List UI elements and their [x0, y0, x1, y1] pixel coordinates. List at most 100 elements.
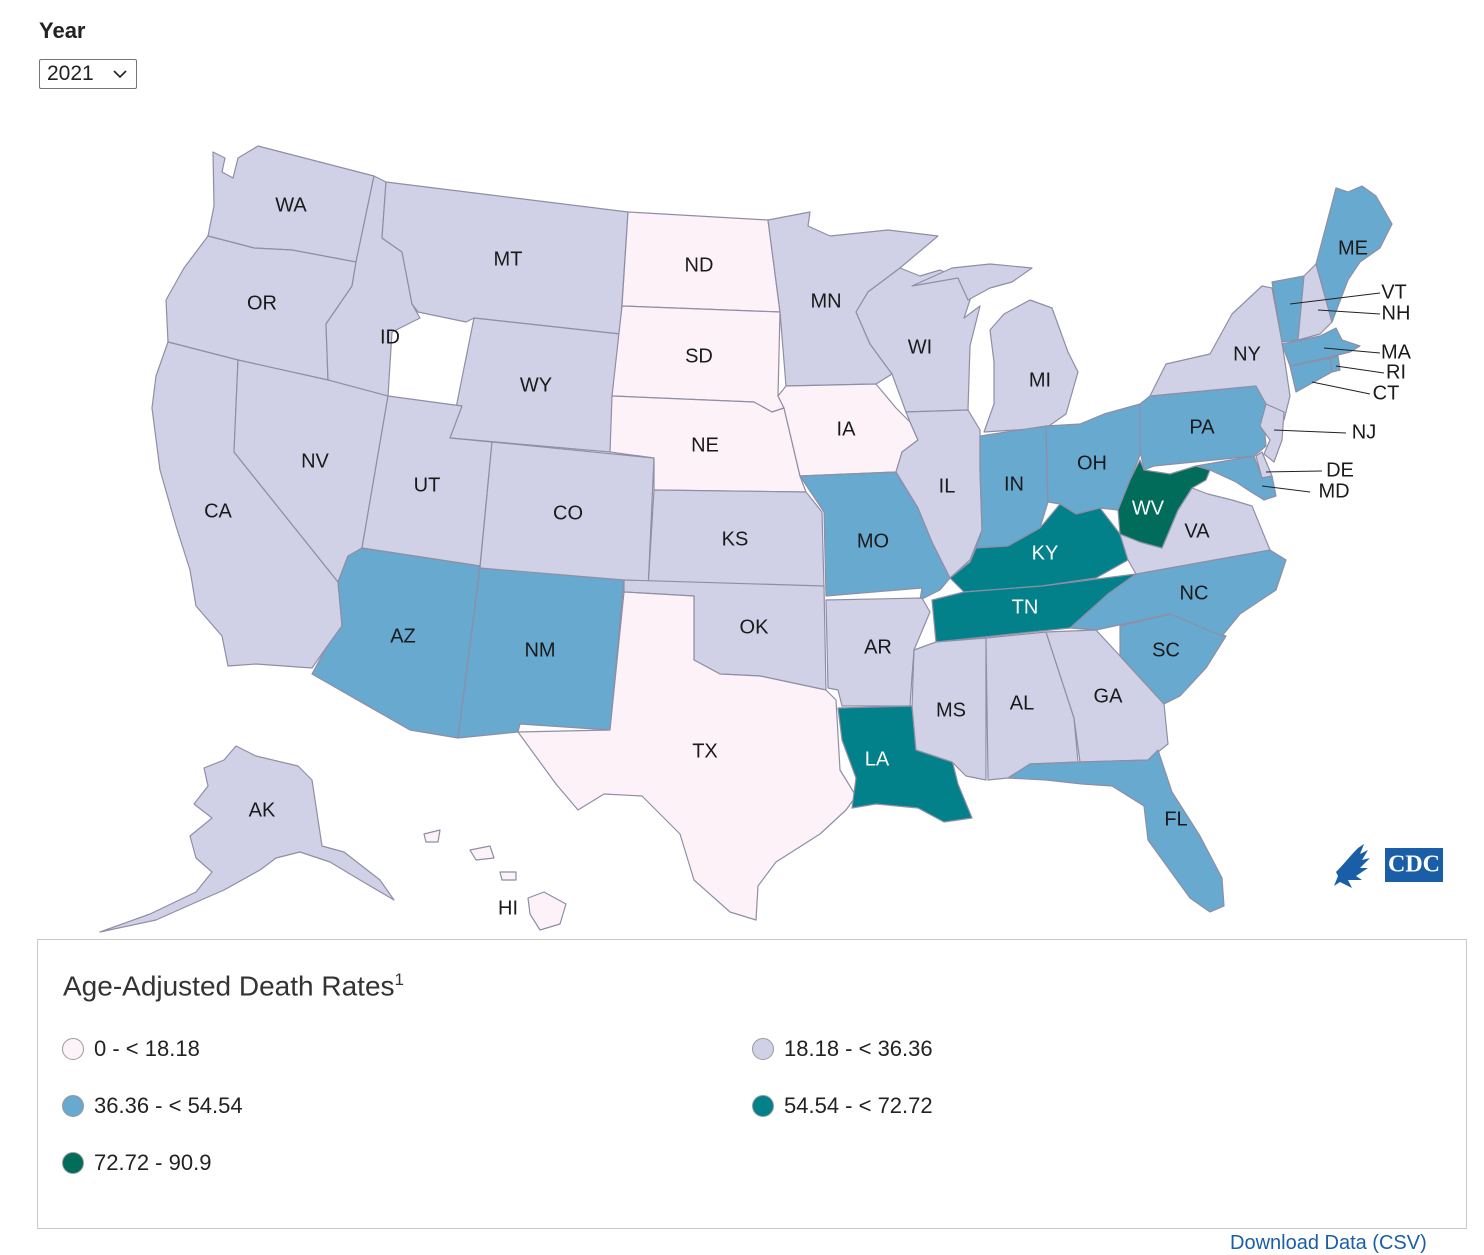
state-label-la: LA — [865, 748, 890, 770]
state-hi[interactable] — [423, 829, 567, 931]
year-select[interactable]: 2021 — [39, 59, 137, 89]
legend-item-label: 18.18 - < 36.36 — [784, 1036, 933, 1061]
state-label-in: IN — [1004, 473, 1024, 495]
state-label-ia: IA — [837, 418, 857, 440]
legend-swatch — [62, 1038, 84, 1060]
state-label-nj: NJ — [1352, 421, 1376, 443]
state-label-ar: AR — [864, 636, 892, 658]
state-label-wi: WI — [908, 336, 932, 358]
state-label-mi: MI — [1029, 369, 1051, 391]
state-label-wv: WV — [1132, 497, 1165, 519]
state-nh[interactable] — [1297, 263, 1333, 341]
state-label-ut: UT — [414, 474, 441, 496]
legend-panel: Age-Adjusted Death Rates1 0 - < 18.18 18… — [37, 939, 1467, 1229]
state-md[interactable] — [1195, 455, 1277, 501]
state-label-mo: MO — [857, 530, 889, 552]
state-label-ma: MA — [1381, 341, 1412, 363]
legend-item-class-1: 18.18 - < 36.36 — [752, 1036, 933, 1062]
svg-text:CDC: CDC — [1388, 852, 1440, 878]
state-label-fl: FL — [1164, 808, 1187, 830]
legend-swatch — [752, 1095, 774, 1117]
state-label-nc: NC — [1180, 582, 1209, 604]
state-label-ak: AK — [249, 799, 276, 821]
state-label-ky: KY — [1032, 542, 1059, 564]
state-ks[interactable] — [647, 489, 825, 589]
callout-line-ri — [1335, 365, 1385, 374]
state-label-oh: OH — [1077, 452, 1107, 474]
state-label-va: VA — [1184, 520, 1210, 542]
state-label-vt: VT — [1381, 281, 1407, 303]
state-label-nv: NV — [301, 450, 329, 472]
state-label-ks: KS — [722, 528, 749, 550]
state-ms[interactable] — [911, 637, 987, 781]
us-choropleth-map: WA OR CA ID NV MT WY UT AZ CO NM ND SD NE KS OK TX MN IA MO… — [99, 145, 1443, 933]
legend-swatch — [62, 1095, 84, 1117]
state-label-pa: PA — [1189, 416, 1215, 438]
state-label-az: AZ — [390, 625, 416, 647]
legend-footnote-mark: 1 — [394, 970, 404, 989]
state-label-ms: MS — [936, 699, 966, 721]
callout-line-ct — [1311, 381, 1371, 395]
state-tx[interactable] — [517, 591, 857, 921]
state-wv[interactable] — [1117, 459, 1211, 549]
state-label-tn: TN — [1012, 596, 1039, 618]
state-label-ne: NE — [691, 434, 719, 456]
year-label: Year — [39, 18, 86, 43]
state-label-sc: SC — [1152, 639, 1180, 661]
year-select-value: 2021 — [47, 62, 94, 85]
state-label-sd: SD — [685, 345, 713, 367]
state-label-ga: GA — [1094, 685, 1124, 707]
state-label-ct: CT — [1373, 382, 1400, 404]
legend-swatch — [62, 1152, 84, 1174]
state-nj[interactable] — [1259, 403, 1285, 463]
state-label-or: OR — [247, 292, 277, 314]
state-label-id: ID — [380, 326, 400, 348]
state-label-tx: TX — [692, 740, 718, 762]
state-label-de: DE — [1326, 459, 1354, 481]
state-label-il: IL — [939, 475, 956, 497]
legend-item-label: 0 - < 18.18 — [94, 1036, 200, 1061]
state-label-mn: MN — [810, 290, 841, 312]
legend-item-label: 54.54 - < 72.72 — [784, 1093, 933, 1118]
cdc-logo: CDC — [1385, 848, 1443, 882]
legend-title: Age-Adjusted Death Rates1 — [63, 970, 404, 1002]
callout-line-md — [1261, 485, 1311, 493]
state-label-wa: WA — [275, 194, 307, 216]
hhs-eagle-icon — [1334, 844, 1370, 888]
state-wi[interactable] — [855, 267, 981, 413]
state-label-ca: CA — [204, 500, 232, 522]
legend-item-label: 36.36 - < 54.54 — [94, 1093, 243, 1118]
legend-item-class-3: 54.54 - < 72.72 — [752, 1093, 933, 1119]
state-ga[interactable] — [1045, 629, 1169, 763]
state-label-ri: RI — [1386, 361, 1406, 383]
download-data-link[interactable]: Download Data (CSV) — [1230, 1232, 1427, 1254]
state-label-nm: NM — [524, 639, 555, 661]
state-label-hi: HI — [498, 897, 518, 919]
state-label-wy: WY — [520, 374, 552, 396]
state-ar[interactable] — [825, 597, 931, 707]
state-mi[interactable] — [911, 263, 1079, 433]
state-label-mt: MT — [494, 248, 523, 270]
callout-line-vt — [1289, 292, 1381, 305]
chevron-down-icon — [113, 70, 127, 79]
state-label-al: AL — [1010, 692, 1034, 714]
state-ak[interactable] — [99, 745, 395, 933]
state-label-ny: NY — [1233, 343, 1261, 365]
state-ne[interactable] — [609, 395, 807, 493]
state-fl[interactable] — [1007, 749, 1225, 913]
legend-item-class-2: 36.36 - < 54.54 — [62, 1093, 243, 1119]
callout-line-de — [1265, 470, 1323, 473]
legend-item-label: 72.72 - 90.9 — [94, 1150, 212, 1175]
callout-lines — [1261, 292, 1385, 493]
state-label-nh: NH — [1382, 302, 1411, 324]
state-label-co: CO — [553, 502, 583, 524]
legend-swatch — [752, 1038, 774, 1060]
state-label-nd: ND — [685, 254, 714, 276]
state-me[interactable] — [1315, 185, 1393, 323]
state-ct[interactable] — [1289, 357, 1333, 393]
state-label-ok: OK — [740, 616, 770, 638]
callout-line-nj — [1273, 429, 1347, 434]
state-label-me: ME — [1338, 237, 1368, 259]
legend-item-class-0: 0 - < 18.18 — [62, 1036, 200, 1062]
legend-item-class-4: 72.72 - 90.9 — [62, 1150, 211, 1176]
